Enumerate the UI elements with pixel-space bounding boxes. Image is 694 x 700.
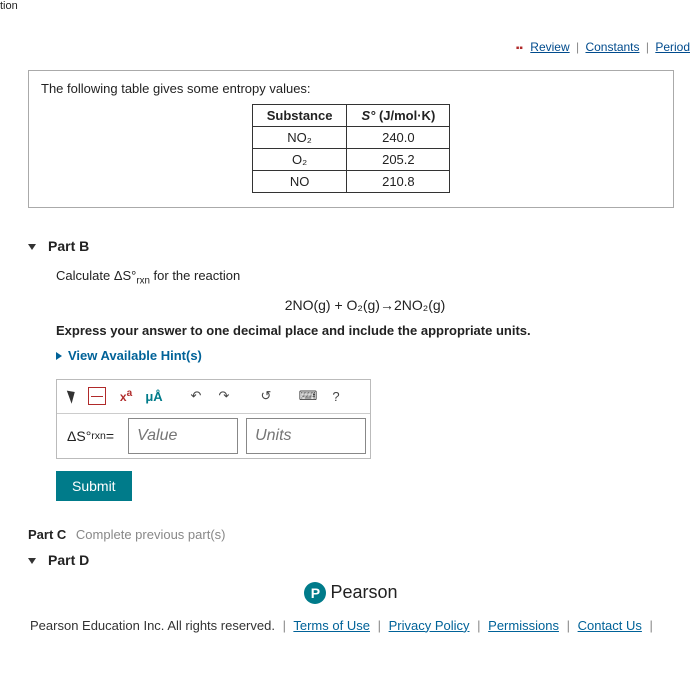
fraction-button[interactable] (86, 384, 110, 408)
part-d-title: Part D (48, 552, 89, 568)
calc-prefix: Calculate (56, 268, 114, 283)
copyright-text: Pearson Education Inc. All rights reserv… (30, 618, 275, 633)
table-cell-substance: NO₂ (252, 127, 347, 149)
permissions-link[interactable]: Permissions (488, 618, 559, 633)
part-c-label: Part C (28, 527, 66, 542)
chevron-down-icon (28, 244, 36, 250)
delta-s-symbol: ΔS°rxn (114, 268, 150, 283)
table-row: NO₂ 240.0 (252, 127, 450, 149)
redo-button[interactable]: ↷ (212, 384, 236, 408)
page-cut-text: tion (0, 0, 18, 12)
answer-variable-label: ΔS°rxn = (57, 414, 124, 458)
cursor-icon[interactable] (67, 388, 78, 404)
units-input[interactable] (246, 418, 366, 454)
squares-icon: ▪▪ (516, 43, 523, 54)
constants-link[interactable]: Constants (585, 40, 639, 54)
part-d-header[interactable]: Part D (28, 552, 674, 568)
instruction-text: Express your answer to one decimal place… (56, 323, 674, 338)
table-header-substance: Substance (252, 105, 347, 127)
part-c-row: Part C Complete previous part(s) (28, 527, 674, 542)
review-link[interactable]: Review (530, 40, 569, 54)
pearson-brand: PPearson (28, 582, 674, 604)
footer-copyright: Pearson Education Inc. All rights reserv… (28, 618, 674, 633)
separator: | (576, 40, 579, 54)
table-row: NO 210.8 (252, 171, 450, 193)
separator: | (646, 40, 649, 54)
part-c-note: Complete previous part(s) (76, 527, 226, 542)
entropy-table: Substance S° (J/mol·K) NO₂ 240.0 O₂ 205.… (252, 104, 451, 193)
special-chars-button[interactable]: μÅ (142, 384, 166, 408)
chevron-down-icon (28, 558, 36, 564)
view-hints-link[interactable]: View Available Hint(s) (56, 348, 202, 363)
table-cell-value: 205.2 (347, 149, 450, 171)
privacy-link[interactable]: Privacy Policy (389, 618, 470, 633)
calc-suffix: for the reaction (150, 268, 240, 283)
answer-toolbar: xa μÅ ↶ ↷ ↺ ⌨ ? (57, 380, 370, 414)
intro-box: The following table gives some entropy v… (28, 70, 674, 208)
contact-link[interactable]: Contact Us (578, 618, 642, 633)
keyboard-button[interactable]: ⌨ (296, 384, 320, 408)
terms-link[interactable]: Terms of Use (293, 618, 370, 633)
submit-button[interactable]: Submit (56, 471, 132, 501)
hints-label: View Available Hint(s) (68, 348, 202, 363)
chevron-right-icon (56, 352, 62, 360)
part-b-body: Calculate ΔS°rxn for the reaction 2NO(g)… (56, 268, 674, 501)
help-button[interactable]: ? (324, 384, 348, 408)
table-row: O₂ 205.2 (252, 149, 450, 171)
reaction-equation: 2NO(g) + O₂(g)→2NO₂(g) (56, 297, 674, 313)
table-cell-value: 240.0 (347, 127, 450, 149)
top-links: ▪▪ Review | Constants | Period (516, 40, 690, 54)
value-input[interactable] (128, 418, 238, 454)
part-b-header[interactable]: Part B (28, 238, 674, 254)
pearson-name: Pearson (330, 582, 397, 602)
reset-button[interactable]: ↺ (254, 384, 278, 408)
superscript-button[interactable]: xa (114, 384, 138, 408)
table-cell-substance: O₂ (252, 149, 347, 171)
intro-text: The following table gives some entropy v… (41, 81, 661, 96)
part-b-title: Part B (48, 238, 89, 254)
periodic-link[interactable]: Period (655, 40, 690, 54)
answer-box: xa μÅ ↶ ↷ ↺ ⌨ ? ΔS°rxn = (56, 379, 371, 459)
table-cell-value: 210.8 (347, 171, 450, 193)
answer-input-row: ΔS°rxn = (57, 414, 370, 458)
undo-button[interactable]: ↶ (184, 384, 208, 408)
pearson-logo-icon: P (304, 582, 326, 604)
table-cell-substance: NO (252, 171, 347, 193)
table-header-entropy: S° (J/mol·K) (347, 105, 450, 127)
calc-line: Calculate ΔS°rxn for the reaction (56, 268, 674, 287)
